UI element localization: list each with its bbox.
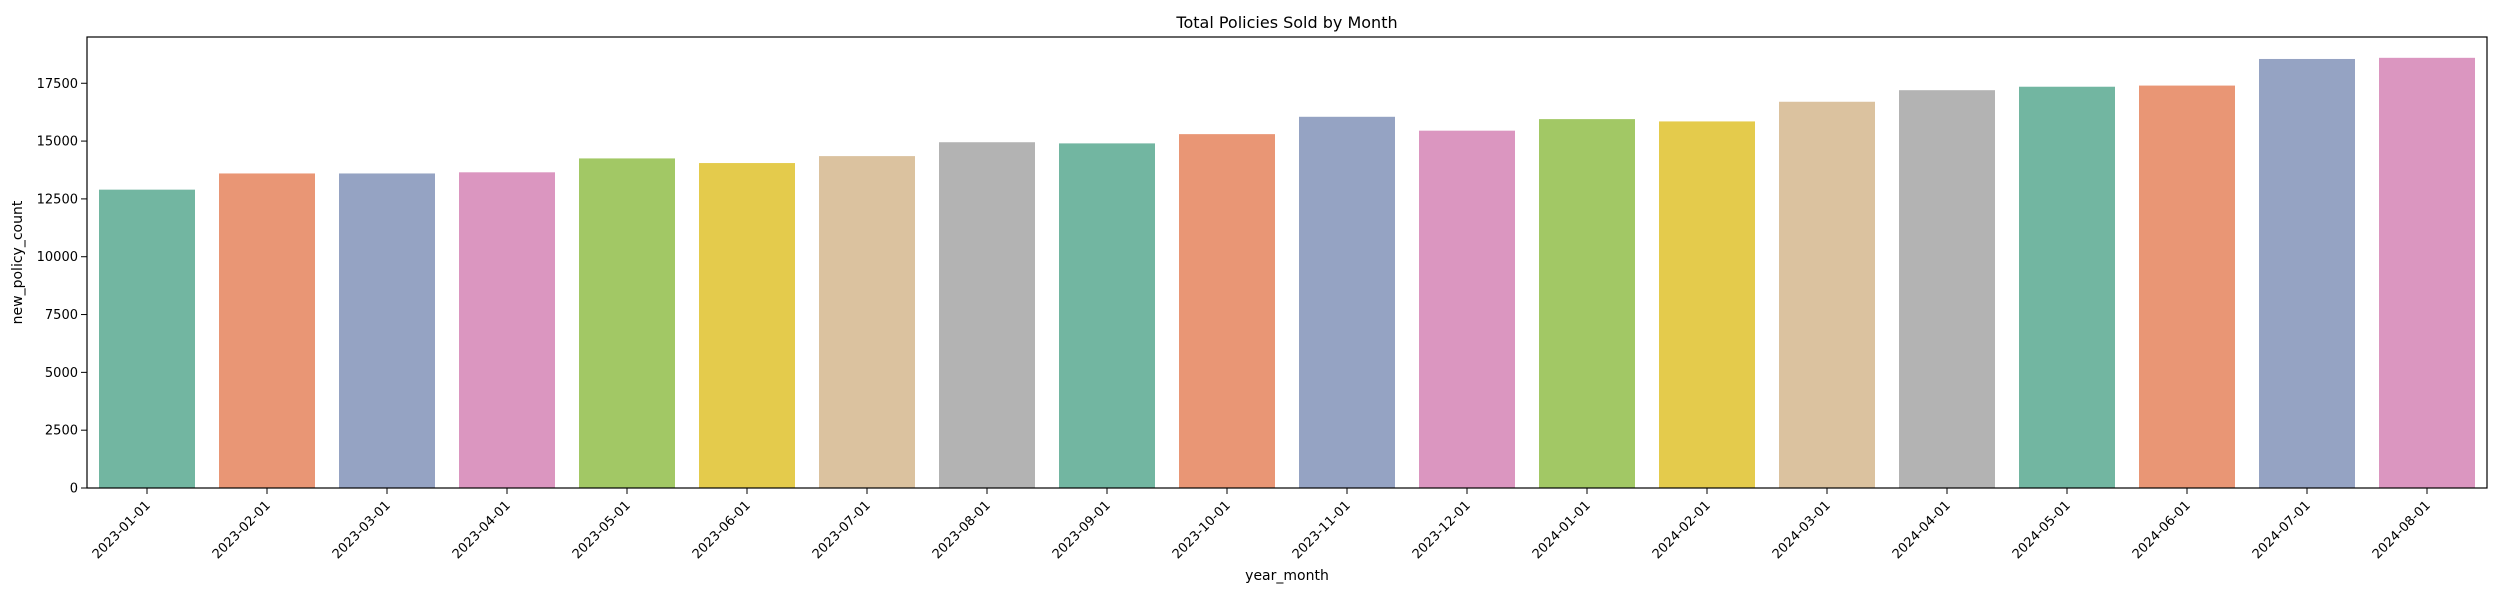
y-tick-label: 15000 <box>37 135 78 150</box>
x-tick-label: 2024-07-01 <box>2250 498 2314 562</box>
x-tick-label: 2023-03-01 <box>330 498 394 562</box>
bar-2024-04-01 <box>1899 90 1995 488</box>
x-tick-label: 2024-02-01 <box>1650 498 1714 562</box>
bar-2023-12-01 <box>1419 130 1515 489</box>
x-tick-label: 2023-06-01 <box>690 498 754 562</box>
x-tick-label: 2024-04-01 <box>1890 498 1954 562</box>
x-tick-label: 2023-04-01 <box>450 498 514 562</box>
y-tick-label: 5000 <box>45 366 78 381</box>
x-tick-label: 2024-06-01 <box>2130 498 2194 562</box>
x-tick-label: 2024-03-01 <box>1770 498 1834 562</box>
y-axis-label: new_policy_count <box>10 200 26 324</box>
x-axis-label: year_month <box>1245 568 1329 584</box>
x-tick-label: 2024-05-01 <box>2010 498 2074 562</box>
y-tick-label: 17500 <box>37 77 78 92</box>
bar-2023-10-01 <box>1179 134 1275 488</box>
bar-2023-02-01 <box>219 173 315 488</box>
y-tick-label: 10000 <box>37 250 78 265</box>
y-tick-label: 2500 <box>45 424 78 439</box>
x-tick-label: 2023-09-01 <box>1050 498 1114 562</box>
bar-2024-05-01 <box>2019 86 2115 488</box>
x-tick-label: 2024-08-01 <box>2370 498 2434 562</box>
bar-2024-03-01 <box>1779 101 1875 488</box>
y-tick-label: 12500 <box>37 192 78 207</box>
x-tick-label: 2023-07-01 <box>810 498 874 562</box>
bar-2023-09-01 <box>1059 143 1155 488</box>
x-tick-label: 2024-01-01 <box>1530 498 1594 562</box>
bars-group <box>99 57 2475 489</box>
y-axis: 0 2500 5000 7500 10000 12500 15000 17500 <box>37 77 87 497</box>
bar-2024-08-01 <box>2379 57 2475 488</box>
bar-2023-05-01 <box>579 158 675 489</box>
x-tick-label: 2023-12-01 <box>1410 498 1474 562</box>
bar-2023-06-01 <box>699 163 795 489</box>
x-axis: 2023-01-01 2023-02-01 2023-03-01 2023-04-01… <box>90 488 2434 562</box>
x-tick-label: 2023-05-01 <box>570 498 634 562</box>
x-tick-label: 2023-01-01 <box>90 498 154 562</box>
plot-frame <box>86 36 2488 489</box>
x-tick-label: 2023-02-01 <box>210 498 274 562</box>
bar-2024-07-01 <box>2259 58 2355 488</box>
bar-2024-02-01 <box>1659 121 1755 489</box>
bar-2023-07-01 <box>819 156 915 489</box>
bar-2023-08-01 <box>939 142 1035 489</box>
bar-2024-01-01 <box>1539 119 1635 489</box>
x-tick-label: 2023-10-01 <box>1170 498 1234 562</box>
y-tick-label: 0 <box>70 482 78 497</box>
bar-2023-11-01 <box>1299 116 1395 488</box>
bar-2023-03-01 <box>339 173 435 488</box>
x-tick-label: 2023-08-01 <box>930 498 994 562</box>
bar-2023-04-01 <box>459 172 555 489</box>
y-tick-label: 7500 <box>45 308 78 323</box>
bar-2024-06-01 <box>2139 85 2235 488</box>
bar-2023-01-01 <box>99 189 195 488</box>
x-tick-label: 2023-11-01 <box>1290 498 1354 562</box>
chart-title: Total Policies Sold by Month <box>1175 13 1397 32</box>
